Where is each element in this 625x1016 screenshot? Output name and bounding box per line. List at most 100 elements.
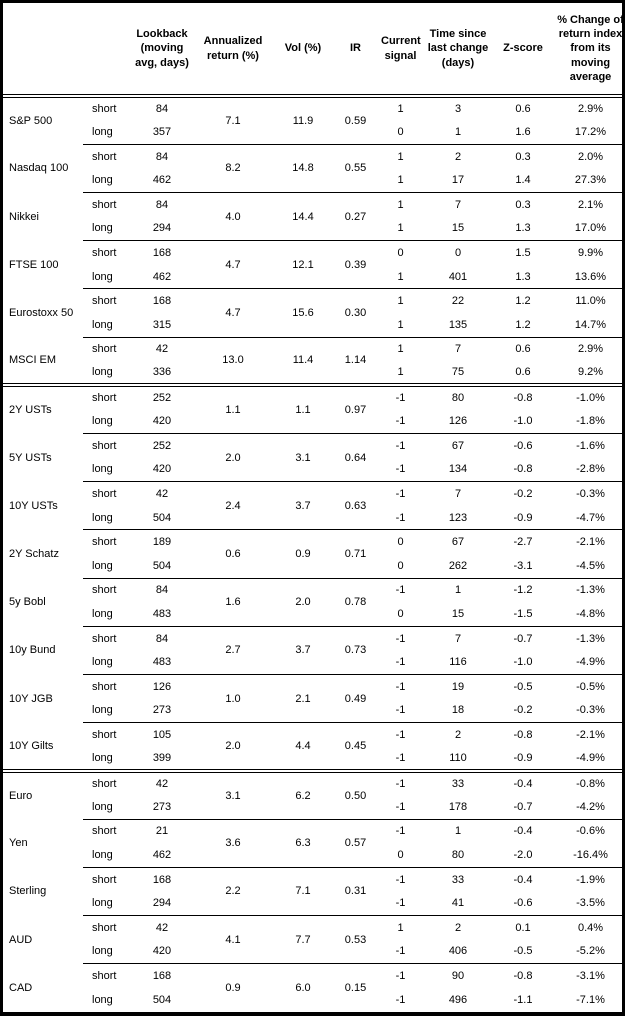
horizon-label-short: short — [83, 191, 131, 217]
horizon-label-long: long — [92, 366, 113, 379]
asset-name: FTSE 100 — [9, 258, 59, 271]
pct-change-cell-long: -4.9% — [576, 656, 605, 669]
signal-cell-long: -1 — [395, 511, 406, 524]
asset-group: MSCI EM short 42 13.0 11.4 1.14 1 7 0.6 … — [3, 336, 622, 386]
zscore-cell-short: -0.8 — [493, 383, 553, 410]
asset-row-long: long 336 1 75 0.6 9.2% — [3, 361, 622, 385]
asset-row-long: long 462 1 401 1.3 13.6% — [3, 265, 622, 289]
pct-change-cell-long: 27.3% — [574, 174, 607, 187]
horizon-label-long: long — [92, 318, 113, 331]
vol-cell: 14.4 — [273, 191, 333, 241]
header-cell-vol: Vol (%) — [273, 3, 333, 98]
asset-row-long: long 483 0 15 -1.5 -4.8% — [3, 602, 622, 626]
signal-cell-short: -1 — [378, 818, 423, 844]
horizon-label-short: short — [83, 383, 131, 410]
asset-name: S&P 500 — [9, 115, 53, 128]
zscore-cell-short: 0.6 — [493, 336, 553, 362]
asset-name: 2Y USTs — [3, 383, 83, 434]
asset-row-short: S&P 500 short 84 7.1 11.9 0.59 1 3 0.6 2… — [3, 96, 622, 127]
asset-group: 2Y USTs short 252 1.1 1.1 0.97 -1 80 -0.… — [3, 383, 622, 434]
signal-cell-long: -1 — [395, 993, 406, 1006]
asset-row-short: 2Y USTs short 252 1.1 1.1 0.97 -1 80 -0.… — [3, 383, 622, 434]
asset-row-long: long 315 1 135 1.2 14.7% — [3, 313, 622, 337]
horizon-label-short: short — [83, 722, 131, 747]
time-since-change-cell-long: 15 — [451, 222, 465, 235]
annualized-return-cell: 3.1 — [193, 768, 273, 820]
horizon-label-short: short — [83, 673, 131, 699]
vol-cell: 14.8 — [273, 143, 333, 193]
time-since-change-cell-short: 3 — [454, 103, 462, 116]
zscore-cell-short: 0.3 — [493, 191, 553, 217]
time-since-change-cell-short: 2 — [423, 914, 493, 940]
ir-cell: 0.53 — [333, 914, 378, 964]
asset-row-short: Sterling short 168 2.2 7.1 0.31 -1 33 -0… — [3, 866, 622, 916]
asset-row-long: long 504 -1 496 -1.1 -7.1% — [3, 988, 622, 1012]
lookback-cell-long: 462 — [152, 848, 172, 861]
horizon-label-long: long — [92, 897, 113, 910]
pct-change-cell-short: 2.1% — [553, 191, 622, 217]
lookback-cell-short: 42 — [131, 914, 193, 940]
time-since-change-cell-long: 178 — [448, 800, 468, 813]
horizon-label-short: short — [83, 577, 131, 603]
time-since-change-cell-short: 67 — [423, 529, 493, 554]
ir-cell: 0.63 — [333, 481, 378, 530]
asset-row-long: long 294 1 15 1.3 17.0% — [3, 217, 622, 241]
annualized-return-cell: 7.1 — [225, 114, 241, 127]
ir-cell: 0.97 — [333, 383, 378, 434]
time-since-change-cell-short: 2 — [423, 143, 493, 169]
signal-cell-short: 0 — [378, 529, 423, 554]
asset-row-long: long 504 0 262 -3.1 -4.5% — [3, 554, 622, 578]
horizon-label-short: short — [83, 914, 131, 940]
asset-group: 5Y USTs short 252 2.0 3.1 0.64 -1 67 -0.… — [3, 432, 622, 482]
zscore-cell-short: -0.6 — [493, 432, 553, 458]
vol-cell: 11.9 — [292, 114, 314, 127]
annualized-return-cell: 2.0 — [193, 432, 273, 482]
asset-row-short: 2Y Schatz short 189 0.6 0.9 0.71 0 67 -2… — [3, 529, 622, 579]
zscore-cell-long: -2.0 — [513, 848, 533, 861]
asset-row-short: Nikkei short 84 4.0 14.4 0.27 1 7 0.3 2.… — [3, 191, 622, 241]
zscore-cell-short: -0.4 — [493, 866, 553, 892]
horizon-label-short: short — [83, 625, 131, 651]
zscore-cell-long: 1.4 — [515, 174, 531, 187]
zscore-cell-long: -1.0 — [513, 415, 533, 428]
asset-row-short: 10Y JGB short 126 1.0 2.1 0.49 -1 19 -0.… — [3, 673, 622, 723]
ir-cell: 0.73 — [333, 625, 378, 675]
pct-change-cell-short: -0.3% — [553, 481, 622, 506]
signal-cell-long: 0 — [397, 607, 404, 620]
header-cell-asset — [3, 3, 83, 98]
time-since-change-cell-long: 123 — [448, 511, 468, 524]
zscore-cell-short: 1.5 — [493, 240, 553, 265]
signal-cell-short: -1 — [378, 625, 423, 651]
pct-change-cell-short: -0.5% — [553, 673, 622, 699]
annualized-return-cell: 2.2 — [193, 866, 273, 916]
asset-row-short: MSCI EM short 42 13.0 11.4 1.14 1 7 0.6 … — [3, 336, 622, 386]
asset-row-short: 10Y USTs short 42 2.4 3.7 0.63 -1 7 -0.2… — [3, 481, 622, 530]
time-since-change-cell-long: 15 — [451, 607, 465, 620]
signal-cell-short: -1 — [378, 963, 423, 988]
signal-cell-long: 0 — [397, 559, 404, 572]
annualized-return-cell: 0.6 — [193, 529, 273, 579]
time-since-change-cell-long: 75 — [451, 366, 465, 379]
time-since-change-cell-long: 135 — [448, 318, 468, 331]
horizon-label-long: long — [92, 125, 113, 138]
zscore-cell-long: -0.8 — [513, 463, 533, 476]
horizon-label-long: long — [92, 751, 113, 764]
lookback-cell-short: 42 — [131, 336, 193, 362]
asset-row-long: long 420 -1 134 -0.8 -2.8% — [3, 458, 622, 482]
annualized-return-cell: 2.7 — [193, 625, 273, 675]
pct-change-cell-short: 0.4% — [553, 914, 622, 940]
pct-change-cell-short: -1.3% — [553, 577, 622, 603]
time-since-change-cell-long: 116 — [449, 656, 467, 669]
momentum-signals-table: Lookback (moving avg, days) Annualized r… — [3, 3, 622, 1012]
time-since-change-cell-short: 80 — [423, 383, 493, 410]
pct-change-cell-short: 11.0% — [553, 288, 622, 313]
annualized-return-cell: 4.7 — [193, 288, 273, 338]
header-cell-annualized-return: Annualized return (%) — [193, 3, 273, 98]
pct-change-cell-long: -16.4% — [573, 848, 608, 861]
lookback-cell-long: 504 — [152, 511, 172, 524]
zscore-cell-long: -0.7 — [513, 800, 533, 813]
time-since-change-cell-long: 134 — [448, 463, 468, 476]
vol-cell: 1.1 — [273, 383, 333, 434]
zscore-cell-short: 0.3 — [493, 143, 553, 169]
ir-cell: 0.64 — [333, 432, 378, 482]
